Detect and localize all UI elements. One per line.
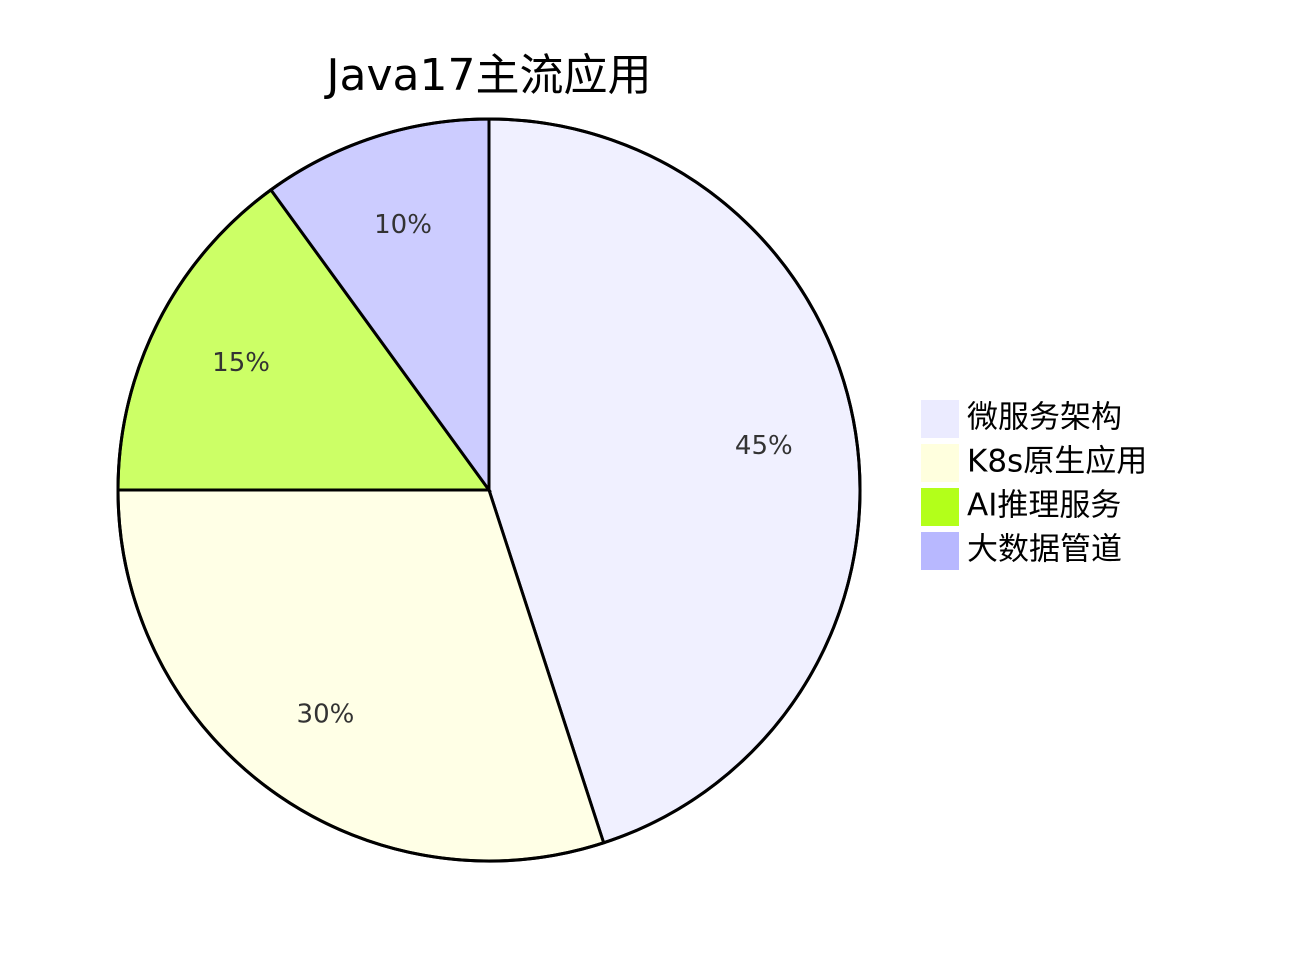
slice-percent-label: 10% <box>374 210 432 240</box>
legend-swatch <box>921 400 959 438</box>
pie-slices <box>116 117 862 863</box>
legend-swatch <box>921 532 959 570</box>
legend-swatch <box>921 444 959 482</box>
chart-title: Java17主流应用 <box>324 50 652 101</box>
slice-percent-label: 45% <box>735 431 793 461</box>
legend-label: K8s原生应用 <box>967 444 1147 480</box>
slice-percent-label: 15% <box>212 348 270 378</box>
legend-label: AI推理服务 <box>967 488 1121 524</box>
slice-percent-label: 30% <box>297 700 355 730</box>
legend-label: 微服务架构 <box>967 400 1122 436</box>
legend-label: 大数据管道 <box>967 532 1122 568</box>
pie-outline <box>116 117 862 863</box>
slice-labels: 45% 30% 15% 10% <box>212 210 793 730</box>
legend-swatch <box>921 488 959 526</box>
